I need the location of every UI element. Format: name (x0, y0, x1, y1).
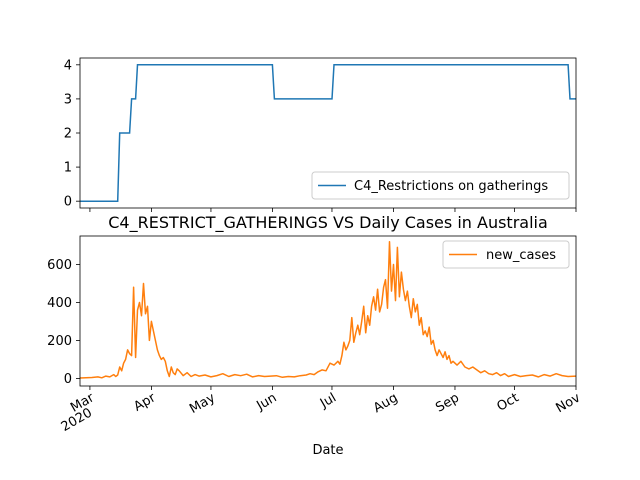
top-legend-box (311, 171, 570, 200)
bottom-y-tick-label: 200 (47, 334, 72, 349)
bottom-legend-box (442, 240, 570, 269)
top-x-ticks (89, 208, 577, 212)
bottom-y-tick-label: 400 (47, 296, 72, 311)
bottom-y-ticks: 0 200 400 600 (47, 258, 80, 387)
bottom-x-tick-label: Jul (317, 390, 339, 411)
top-subplot: 0 1 2 3 4 C4_Restrictions on gatherings (64, 57, 577, 212)
top-y-tick-label: 2 (64, 127, 72, 142)
top-y-tick-label: 3 (64, 92, 72, 107)
new-cases-series-line (79, 240, 577, 379)
top-legend-label: C4_Restrictions on gatherings (354, 179, 548, 194)
top-y-ticks: 0 1 2 3 4 (64, 58, 80, 210)
bottom-legend-label: new_cases (486, 248, 556, 263)
bottom-y-tick-label: 0 (64, 372, 72, 387)
top-y-tick-label: 0 (64, 195, 72, 210)
top-axes-frame (79, 57, 577, 209)
restrictions-series-line (80, 64, 576, 202)
top-legend: C4_Restrictions on gatherings (311, 171, 570, 200)
x-axis-label: Date (312, 443, 343, 458)
top-y-tick-label: 1 (64, 161, 72, 176)
chart-title: C4_RESTRICT_GATHERINGS VS Daily Cases in… (108, 213, 548, 233)
bottom-y-tick-label: 600 (47, 258, 72, 273)
bottom-legend: new_cases (442, 240, 570, 269)
bottom-axes-frame (79, 235, 577, 387)
top-y-tick-label: 4 (64, 58, 72, 73)
